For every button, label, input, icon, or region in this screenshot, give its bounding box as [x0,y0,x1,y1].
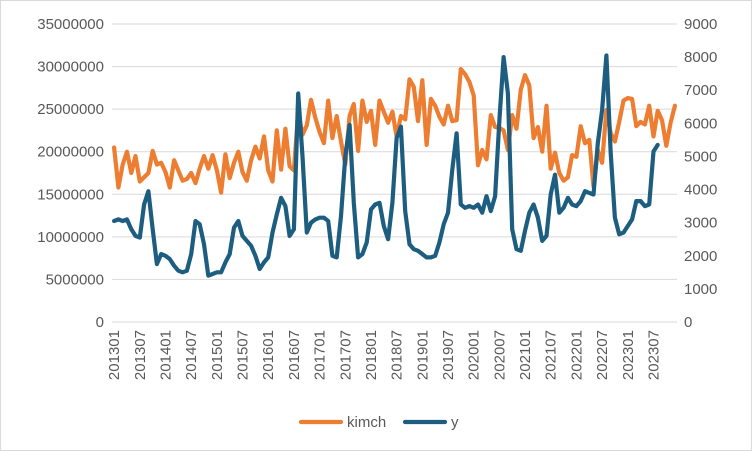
x-tick-label: 202307 [645,330,662,380]
legend: kimch y [298,414,459,431]
right-tick-label: 2000 [684,248,717,265]
left-tick-label: 25000000 [37,101,104,118]
x-tick-label: 201801 [363,330,380,380]
right-tick-label: 7000 [684,82,717,99]
x-tick-label: 202101 [517,330,534,380]
x-tick-label: 202301 [620,330,637,380]
x-tick-label: 202201 [568,330,585,380]
left-tick-label: 0 [96,314,104,331]
legend-label-y: y [451,414,459,431]
x-tick-label: 201907 [440,330,457,380]
left-tick-label: 10000000 [37,229,104,246]
x-tick-label: 201501 [209,330,226,380]
x-tick-label: 201607 [286,330,303,380]
legend-label-kimch: kimch [347,414,386,431]
x-tick-label: 202007 [491,330,508,380]
x-tick-label: 202107 [543,330,560,380]
left-tick-label: 5000000 [46,271,104,288]
x-tick-label: 201807 [389,330,406,380]
right-tick-label: 4000 [684,182,717,199]
right-tick-label: 9000 [684,16,717,33]
x-tick-label: 201507 [235,330,252,380]
left-tick-label: 20000000 [37,144,104,161]
x-tick-label: 202001 [466,330,483,380]
left-tick-label: 30000000 [37,59,104,76]
right-tick-label: 5000 [684,148,717,165]
x-tick-label: 202207 [594,330,611,380]
x-tick-label: 201707 [337,330,354,380]
series-line-kimch [111,66,678,195]
right-tick-label: 1000 [684,281,717,298]
x-axis-ticks: 201301 201307 201401 201407 201501 201507 2016… [106,330,662,380]
right-axis-ticks: 0 1000 2000 3000 4000 5000 6000 7000 8000 9000 [684,16,717,331]
left-tick-label: 35000000 [37,16,104,33]
x-tick-label: 201701 [312,330,329,380]
x-tick-label: 201407 [183,330,200,380]
right-tick-label: 3000 [684,215,717,232]
x-tick-label: 201601 [260,330,277,380]
series-lines [111,53,678,278]
x-tick-label: 201307 [132,330,149,380]
x-tick-label: 201901 [414,330,431,380]
right-tick-label: 6000 [684,115,717,132]
series-line-y [111,53,660,278]
right-tick-label: 8000 [684,49,717,66]
x-tick-label: 201401 [158,330,175,380]
left-tick-label: 15000000 [37,186,104,203]
left-axis-ticks: 0 5000000 10000000 15000000 20000000 25000000… [37,16,104,331]
right-tick-label: 0 [684,314,692,331]
x-tick-label: 201301 [106,330,123,380]
